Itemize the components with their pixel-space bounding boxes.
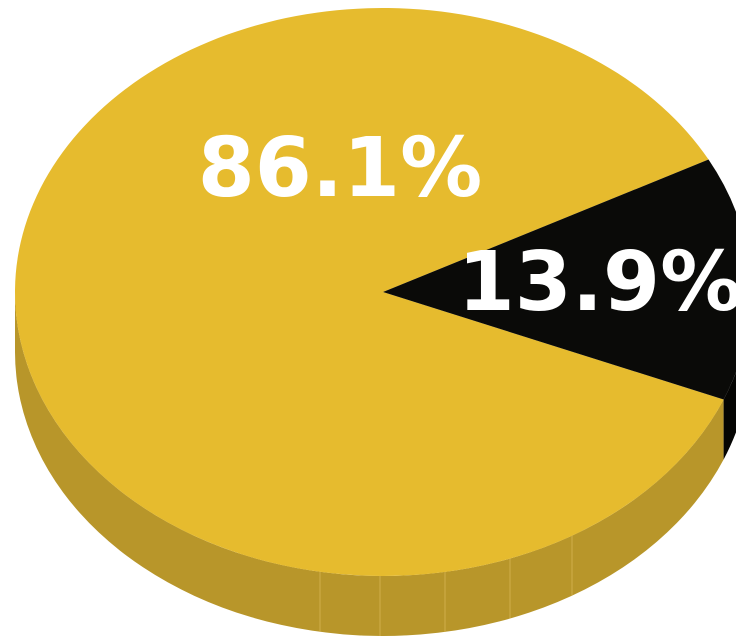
pie-sides [15,292,736,636]
pie-side-1 [15,292,724,636]
pie-slice-label-1: 86.1% [198,121,482,216]
pie-side-2 [723,372,736,460]
pie-slice-label-2: 13.9% [458,235,736,330]
pie-labels: 86.1% 13.9% [198,121,736,330]
pie-tops [15,7,736,576]
pie-slice-2 [383,159,736,400]
pie-slice-1 [15,7,724,576]
